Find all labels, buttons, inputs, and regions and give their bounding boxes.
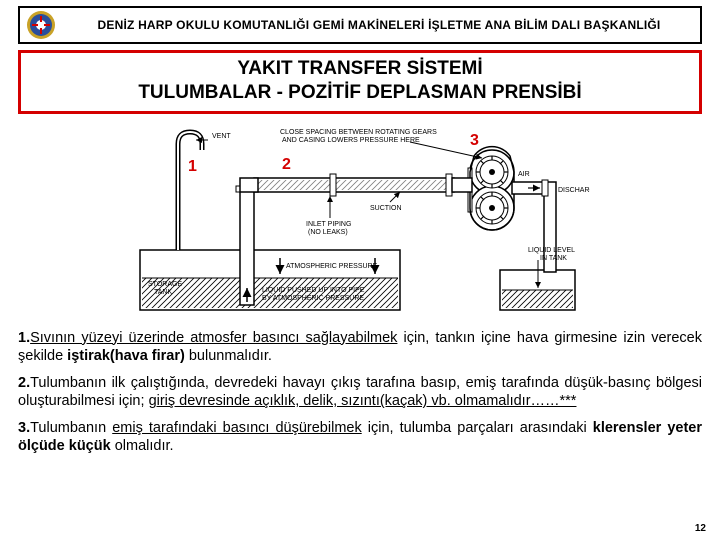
- p3-underline: emiş tarafındaki basıncı düşürebilmek: [112, 420, 362, 436]
- p3-a: Tulumbanın: [30, 420, 112, 436]
- title-line-2: TULUMBALAR - POZİTİF DEPLASMAN PRENSİBİ: [31, 81, 689, 105]
- lbl-inlet1: INLET PIPING: [306, 221, 351, 228]
- callout-1: 1: [188, 158, 197, 176]
- lbl-inlet2: (NO LEAKS): [308, 229, 348, 236]
- lbl-ll1: LIQUID LEVEL: [528, 247, 575, 254]
- p3-b: için, tulumba parçaları arasındaki: [362, 420, 593, 436]
- header-bar: DENİZ HARP OKULU KOMUTANLIĞI GEMİ MAKİNE…: [18, 6, 702, 44]
- p1-underline: Sıvının yüzeyi üzerinde atmosfer basıncı…: [30, 330, 397, 346]
- lbl-p2: BY ATMOSPHERIC PRESSURE: [262, 295, 364, 302]
- lbl-discharge: DISCHARGE: [558, 187, 590, 194]
- lbl-atm: ATMOSPHERIC PRESSURE: [286, 263, 378, 270]
- callout-3: 3: [470, 132, 479, 150]
- lbl-air: AIR: [518, 171, 530, 178]
- lbl-st2: TANK: [154, 289, 172, 296]
- callout-2: 2: [282, 156, 291, 174]
- lbl-vent: VENT: [212, 133, 231, 140]
- p1-end: bulunmalıdır.: [185, 348, 272, 364]
- lbl-suction: SUCTION: [370, 205, 402, 212]
- pump-diagram: VENT CLOSE SPACING BETWEEN ROTATING GEAR…: [130, 120, 590, 325]
- p1-bold: iştirak(hava firar): [67, 348, 185, 364]
- lbl-p1: LIQUID PUSHED UP INTO PIPE: [262, 287, 365, 294]
- lbl-ll2: IN TANK: [540, 255, 567, 262]
- lbl-st1: STORAGE: [148, 281, 182, 288]
- p3-end: olmalıdır.: [111, 438, 174, 454]
- lbl-cs1: CLOSE SPACING BETWEEN ROTATING GEARS: [280, 129, 437, 136]
- lbl-cs2: AND CASING LOWERS PRESSURE HERE: [282, 137, 420, 144]
- body-text: 1.Sıvının yüzeyi üzerinde atmosfer basın…: [18, 329, 702, 456]
- p1-num: 1.: [18, 330, 30, 346]
- header-text: DENİZ HARP OKULU KOMUTANLIĞI GEMİ MAKİNE…: [64, 18, 694, 32]
- title-line-1: YAKIT TRANSFER SİSTEMİ: [31, 57, 689, 81]
- p2-underline: giriş devresinde açıklık, delik, sızıntı…: [149, 393, 577, 409]
- p3-num: 3.: [18, 420, 30, 436]
- para-1: 1.Sıvının yüzeyi üzerinde atmosfer basın…: [18, 329, 702, 366]
- para-3: 3.Tulumbanın emiş tarafındaki basıncı dü…: [18, 419, 702, 456]
- title-box: YAKIT TRANSFER SİSTEMİ TULUMBALAR - POZİ…: [18, 50, 702, 114]
- p2-num: 2.: [18, 375, 30, 391]
- page-number: 12: [695, 523, 706, 534]
- para-2: 2.Tulumbanın ilk çalıştığında, devredeki…: [18, 374, 702, 411]
- emblem-icon: [26, 10, 56, 40]
